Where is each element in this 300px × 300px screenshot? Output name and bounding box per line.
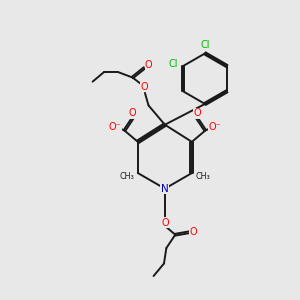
Text: N: N <box>161 184 169 194</box>
Text: O⁻: O⁻ <box>208 122 221 132</box>
Text: O: O <box>189 227 197 237</box>
Text: CH₃: CH₃ <box>119 172 134 181</box>
Text: Cl: Cl <box>169 59 178 69</box>
Text: Cl: Cl <box>201 40 210 50</box>
Text: O⁻: O⁻ <box>109 122 121 132</box>
Text: O: O <box>193 108 201 118</box>
Text: CH₃: CH₃ <box>196 172 211 181</box>
Text: O: O <box>145 60 153 70</box>
Text: O: O <box>161 218 169 228</box>
Text: O: O <box>141 82 148 92</box>
Text: O: O <box>129 108 136 118</box>
